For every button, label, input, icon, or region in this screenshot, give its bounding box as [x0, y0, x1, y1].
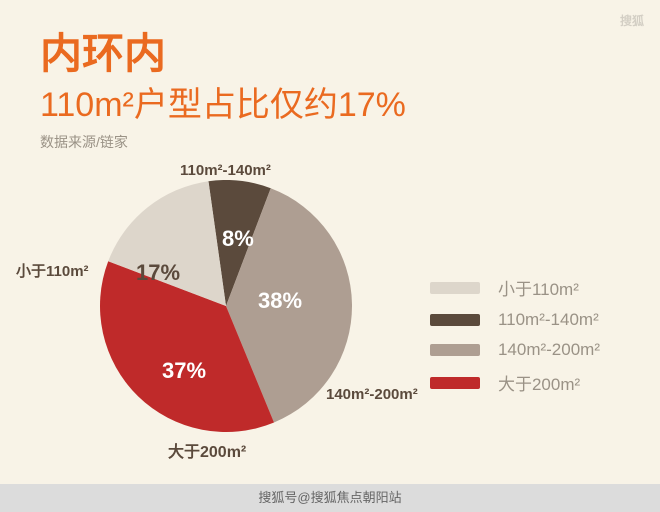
legend-swatch	[430, 314, 480, 326]
slice-label-140-200: 140m²-200m²	[326, 386, 418, 403]
legend-label: 小于110m²	[498, 275, 579, 300]
legend-row-3: 大于200m²	[430, 370, 600, 395]
slice-label-lt110: 小于110m²	[16, 260, 89, 281]
legend-label: 140m²-200m²	[498, 340, 600, 360]
pie-svg	[100, 180, 352, 432]
pie-chart: 8%110m²-140m²38%140m²-200m²37%大于200m²17%…	[50, 180, 350, 480]
slice-pct-lt110: 17%	[136, 260, 180, 286]
data-source: 数据来源/链家	[40, 132, 406, 152]
legend-row-0: 小于110m²	[430, 275, 600, 300]
slice-label-gt200: 大于200m²	[168, 438, 246, 462]
slice-label-110-140: 110m²-140m²	[180, 162, 271, 179]
watermark: 搜狐	[620, 12, 644, 29]
legend-row-1: 110m²-140m²	[430, 310, 600, 330]
legend-label: 大于200m²	[498, 370, 580, 395]
slice-pct-110-140: 8%	[222, 226, 254, 252]
legend-swatch	[430, 282, 480, 294]
legend-swatch	[430, 377, 480, 389]
slice-pct-gt200: 37%	[162, 358, 206, 384]
footer-credit: 搜狐号@搜狐焦点朝阳站	[0, 484, 660, 512]
title-block: 内环内 110m²户型占比仅约17% 数据来源/链家	[40, 20, 406, 152]
title-line1: 内环内	[40, 20, 406, 81]
legend-row-2: 140m²-200m²	[430, 340, 600, 360]
title-line2: 110m²户型占比仅约17%	[40, 77, 406, 126]
legend-swatch	[430, 344, 480, 356]
slice-pct-140-200: 38%	[258, 288, 302, 314]
legend-label: 110m²-140m²	[498, 310, 599, 330]
legend: 小于110m² 110m²-140m² 140m²-200m² 大于200m²	[430, 265, 600, 405]
